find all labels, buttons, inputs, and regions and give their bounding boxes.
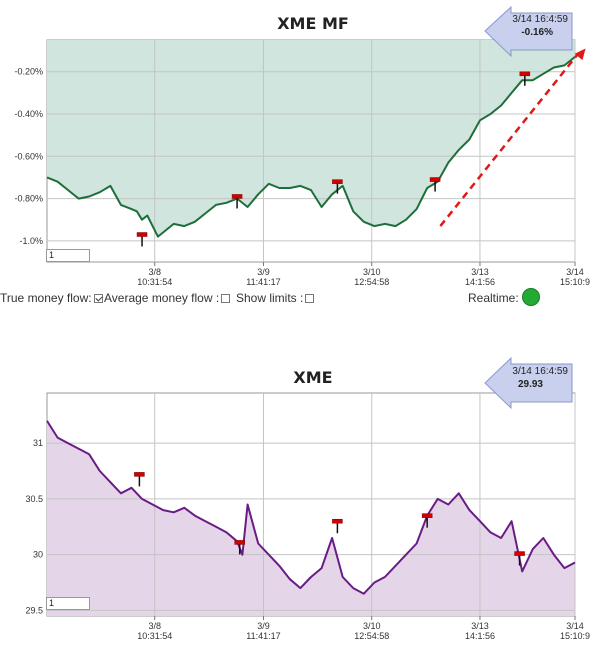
average-money-flow-label: Average money flow : [104,291,220,305]
x-tick-time: 14:1:56 [465,631,495,641]
y-tick-label: 29.5 [25,605,43,615]
price-chart: XME 31 30.5 30 29.5 3/810:31:54 3/911:41:17 3/… [25,356,590,641]
realtime-badge: 3/14 16:4:59 29.93 [484,356,573,410]
average-money-flow-control: Average money flow : [104,291,232,305]
x-tick-date: 3/9 [257,621,270,631]
show-limits-checkbox[interactable] [305,293,315,303]
x-tick-time: 10:31:54 [137,631,172,641]
true-money-flow-label: True money flow: [0,291,92,305]
x-tick-time: 15:10:9 [560,277,590,287]
realtime-label: Realtime: [468,291,519,305]
y-tick-label: 30 [33,550,43,560]
zoom-level-input[interactable]: 1 [46,597,90,610]
chart-title: XME MF [277,14,349,33]
event-marker [231,194,243,199]
x-tick-time: 11:41:17 [246,631,280,641]
series-line [46,56,576,238]
x-tick-time: 12:54:58 [354,277,389,287]
event-marker [234,540,245,545]
money-flow-plot-area: -0.20% -0.40% -0.60% -0.80% -1.0% 3/810:31:54… [14,39,590,287]
realtime-status-icon[interactable] [522,288,540,306]
average-money-flow-checkbox[interactable] [221,293,231,303]
event-marker [429,177,441,182]
y-tick-label: -0.60% [14,151,43,161]
realtime-badge: 3/14 16:4:59 -0.16% [484,5,573,58]
money-flow-panel: XME MF -0.20% -0.40% -0.60% -0.80% -1.0% 3/8 1… [0,0,614,289]
x-tick-date: 3/14 [566,267,584,277]
price-panel: XME 31 30.5 30 29.5 3/8 10:31:54 3/9 11:41:17 3/… [0,345,614,652]
event-marker [421,513,433,518]
y-tick-label: 31 [33,438,43,448]
x-tick-date: 3/13 [471,267,489,277]
y-tick-label: -1.0% [19,236,43,246]
flow-controls: True money flow: Average money flow : Sh… [0,288,614,307]
badge-arrow-shape [484,356,573,410]
badge-arrow-shape [484,5,573,58]
true-money-flow-checkbox[interactable] [93,293,103,303]
x-tick-time: 10:31:54 [137,277,172,287]
x-tick-date: 3/8 [148,267,161,277]
event-marker [134,472,145,477]
event-marker [519,71,531,77]
x-tick-time: 14:1:56 [465,277,495,287]
x-tick-date: 3/10 [363,621,381,631]
show-limits-label: Show limits : [236,291,304,305]
true-money-flow-control: True money flow: [0,291,105,305]
event-marker [332,179,343,184]
series-area [47,40,575,237]
x-tick-date: 3/14 [566,621,584,631]
x-tick-date: 3/13 [471,621,489,631]
badge-time: 3/14 16:4:59 [512,366,568,377]
x-tick-time: 12:54:58 [354,631,389,641]
x-tick-time: 11:41:17 [246,277,280,287]
zoom-level-input[interactable]: 1 [46,249,90,262]
money-flow-chart: XME MF -0.20%-0.40%-0.60%-0.80%-1.0%3/81… [14,5,590,287]
y-tick-label: -0.20% [14,67,43,77]
x-tick-date: 3/8 [148,621,161,631]
series-area [47,420,575,616]
price-plot-area: 31 30.5 30 29.5 3/810:31:54 3/911:41:17 3/1012… [25,392,590,641]
trend-arrow-head [574,48,586,61]
chart-title: XME [293,368,332,387]
y-tick-label: -0.80% [14,194,43,204]
badge-value: -0.16% [521,27,553,38]
y-tick-label: 30.5 [25,494,43,504]
x-tick-date: 3/9 [257,267,270,277]
badge-time: 3/14 16:4:59 [512,14,568,25]
event-marker [136,232,148,237]
trend-arrow-line [439,53,579,227]
y-tick-label: -0.40% [14,109,43,119]
series-line [46,420,576,595]
event-marker [332,518,343,524]
event-marker [514,551,525,556]
x-tick-date: 3/10 [363,267,381,277]
x-tick-time: 15:10:9 [560,631,590,641]
badge-value: 29.93 [518,379,543,390]
show-limits-control: Show limits : [236,291,316,305]
